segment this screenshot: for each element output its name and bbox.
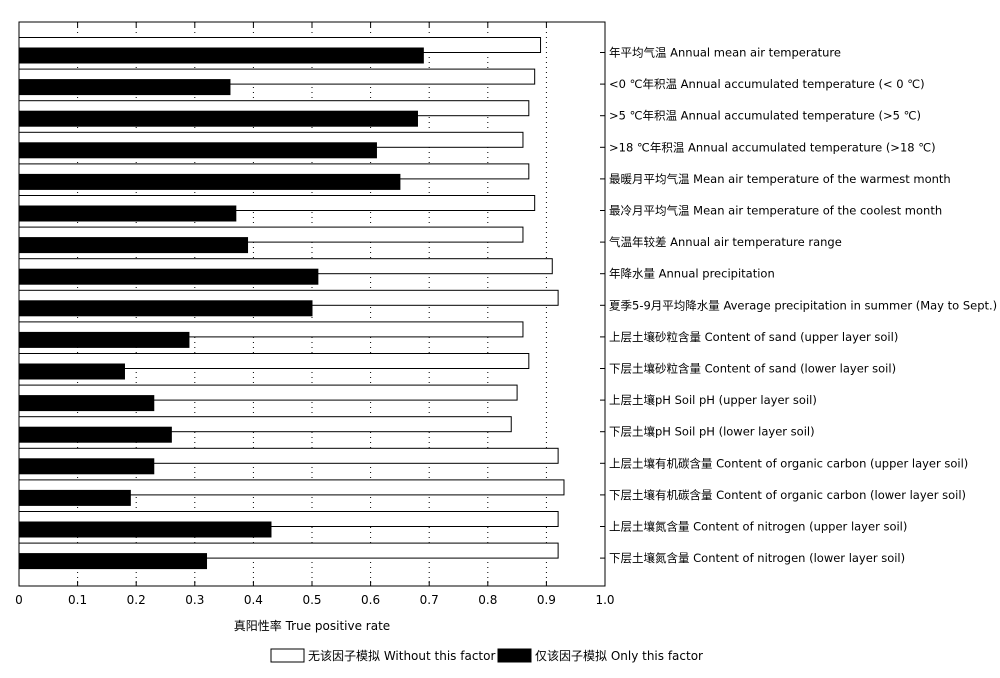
bar-only-this-factor: [18, 47, 424, 64]
bar-only-this-factor: [18, 268, 319, 285]
category-label: 年平均气温 Annual mean air temperature: [609, 46, 841, 60]
bar-only-this-factor: [18, 458, 155, 475]
bar-only-this-factor: [18, 521, 272, 538]
legend-label-only: 仅该因子模拟 Only this factor: [535, 649, 703, 663]
bar-only-this-factor: [18, 363, 125, 380]
x-tick-label: 0.6: [361, 593, 380, 607]
x-tick-label: 0.7: [420, 593, 439, 607]
x-tick-label: 0.9: [537, 593, 556, 607]
bar-only-this-factor: [18, 173, 401, 190]
legend-label-without: 无该因子模拟 Without this factor: [308, 649, 495, 663]
category-label: 上层土壤pH Soil pH (upper layer soil): [609, 393, 817, 407]
category-label: 最暖月平均气温 Mean air temperature of the warm…: [609, 172, 951, 186]
x-tick-label: 0: [15, 593, 23, 607]
category-label: 年降水量 Annual precipitation: [609, 267, 775, 281]
x-tick-label: 0.2: [127, 593, 146, 607]
bars: [18, 37, 565, 570]
bar-only-this-factor: [18, 331, 190, 348]
category-label: 最冷月平均气温 Mean air temperature of the cool…: [609, 204, 942, 218]
bar-only-this-factor: [18, 395, 155, 412]
bar-only-this-factor: [18, 110, 418, 127]
category-label: >5 ℃年积温 Annual accumulated temperature (…: [609, 109, 921, 123]
bar-only-this-factor: [18, 237, 249, 254]
x-tick-label: 0.5: [302, 593, 321, 607]
x-tick-label: 0.1: [68, 593, 87, 607]
bar-only-this-factor: [18, 79, 231, 96]
bar-only-this-factor: [18, 553, 208, 570]
category-label: 夏季5-9月平均降水量 Average precipitation in sum…: [609, 298, 997, 312]
category-label: 气温年较差 Annual air temperature range: [609, 235, 842, 249]
category-label: 上层土壤有机碳含量 Content of organic carbon (upp…: [609, 456, 968, 470]
category-label: 下层土壤pH Soil pH (lower layer soil): [609, 425, 815, 439]
category-label: 下层土壤氮含量 Content of nitrogen (lower layer…: [609, 551, 905, 565]
category-label: 下层土壤砂粒含量 Content of sand (lower layer so…: [609, 362, 896, 376]
x-axis-title: 真阳性率 True positive rate: [234, 618, 390, 633]
category-label: 上层土壤砂粒含量 Content of sand (upper layer so…: [609, 330, 898, 344]
category-label: >18 ℃年积温 Annual accumulated temperature …: [609, 140, 936, 154]
bar-only-this-factor: [18, 142, 377, 159]
bar-only-this-factor: [18, 205, 237, 222]
category-label: 下层土壤有机碳含量 Content of organic carbon (low…: [609, 488, 966, 502]
bar-only-this-factor: [18, 300, 313, 317]
x-tick-label: 0.3: [185, 593, 204, 607]
x-tick-label: 0.4: [244, 593, 263, 607]
bar-only-this-factor: [18, 489, 131, 506]
category-label: 上层土壤氮含量 Content of nitrogen (upper layer…: [609, 520, 907, 534]
bar-only-this-factor: [18, 426, 172, 443]
x-axis-ticks: 0 0.1 0.2 0.3 0.4 0.5 0.6 0.7 0.8 0.9 1.0: [15, 22, 615, 607]
category-label: <0 ℃年积温 Annual accumulated temperature (…: [609, 77, 925, 91]
x-tick-label: 0.8: [478, 593, 497, 607]
legend-swatch-without: [270, 648, 305, 663]
x-tick-label: 1.0: [595, 593, 614, 607]
legend: 无该因子模拟 Without this factor 仅该因子模拟 Only t…: [270, 648, 703, 663]
legend-swatch-only: [497, 648, 532, 663]
category-labels: 年平均气温 Annual mean air temperature <0 ℃年积温…: [609, 46, 997, 566]
